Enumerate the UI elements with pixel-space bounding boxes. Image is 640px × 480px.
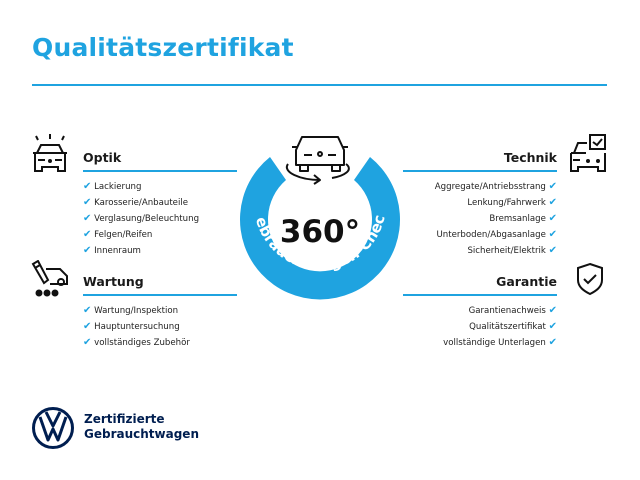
check-icon: ✔ <box>548 229 557 240</box>
list-item: Garantienachweis ✔ <box>468 305 557 316</box>
garantie-list: Garantienachweis ✔ Qualitätszertifikat ✔… <box>443 303 557 351</box>
check-icon: ✔ <box>548 305 557 316</box>
car-checkbox-icon <box>570 134 606 172</box>
brand-label: Zertifizierte Gebrauchtwagen <box>84 412 199 442</box>
check-icon: ✔ <box>83 213 92 224</box>
list-item: Bremsanlage ✔ <box>489 213 557 224</box>
list-item: Sicherheit/Elektrik ✔ <box>467 245 557 256</box>
check-icon: ✔ <box>83 181 92 192</box>
section-heading-garantie: Garantie <box>496 274 557 289</box>
check-icon: ✔ <box>548 213 557 224</box>
list-item: ✔ Wartung/Inspektion <box>83 305 179 316</box>
title-divider <box>32 84 607 86</box>
list-item: Aggregate/Antriebsstrang ✔ <box>434 181 557 192</box>
vw-logo <box>32 407 74 449</box>
list-item: ✔ vollständiges Zubehör <box>83 337 190 348</box>
technik-list: Aggregate/Antriebsstrang ✔ Lenkung/Fahrw… <box>435 179 557 259</box>
list-item: ✔ Verglasung/Beleuchtung <box>83 213 200 224</box>
check-icon: ✔ <box>83 337 92 348</box>
service-cart-icon <box>31 260 68 297</box>
section-heading-optik: Optik <box>83 150 122 165</box>
list-item: ✔ Felgen/Reifen <box>83 229 153 240</box>
check-icon: ✔ <box>548 181 557 192</box>
check-icon: ✔ <box>548 321 557 332</box>
list-item: Unterboden/Abgasanlage ✔ <box>436 229 558 240</box>
page-title: Qualitätszertifikat <box>32 33 294 62</box>
shield-check-icon <box>577 262 603 296</box>
check-icon: ✔ <box>548 337 557 348</box>
brand-line-1: Zertifizierte <box>84 412 165 426</box>
check-icon: ✔ <box>83 321 92 332</box>
list-item: vollständige Unterlagen ✔ <box>443 337 557 348</box>
list-item: ✔ Karosserie/Anbauteile <box>83 197 189 208</box>
wartung-list: ✔ Wartung/Inspektion ✔ Hauptuntersuchung… <box>83 303 190 351</box>
check-icon: ✔ <box>83 245 92 256</box>
list-item: Qualitätszertifikat ✔ <box>469 321 557 332</box>
section-divider <box>83 170 237 172</box>
ring <box>240 157 400 300</box>
check-icon: ✔ <box>548 197 557 208</box>
check-icon: ✔ <box>83 197 92 208</box>
check-icon: ✔ <box>83 305 92 316</box>
car-lights-icon <box>33 134 67 172</box>
optik-list: ✔ Lackierung ✔ Karosserie/Anbauteile ✔ V… <box>83 179 199 259</box>
check-icon: ✔ <box>83 229 92 240</box>
360-check-badge: Gebrauchtwagen-Check 360° <box>220 120 400 300</box>
list-item: ✔ Innenraum <box>83 245 141 256</box>
car-rotate-icon <box>285 136 350 185</box>
section-divider <box>403 170 557 172</box>
section-divider <box>83 294 237 296</box>
section-heading-wartung: Wartung <box>83 274 144 289</box>
brand-line-2: Gebrauchtwagen <box>84 427 199 441</box>
section-heading-technik: Technik <box>503 150 557 165</box>
check-icon: ✔ <box>548 245 557 256</box>
list-item: ✔ Lackierung <box>83 181 142 192</box>
360-label: 360° <box>280 214 360 250</box>
list-item: Lenkung/Fahrwerk ✔ <box>467 197 557 208</box>
section-divider <box>403 294 557 296</box>
list-item: ✔ Hauptuntersuchung <box>83 321 180 332</box>
